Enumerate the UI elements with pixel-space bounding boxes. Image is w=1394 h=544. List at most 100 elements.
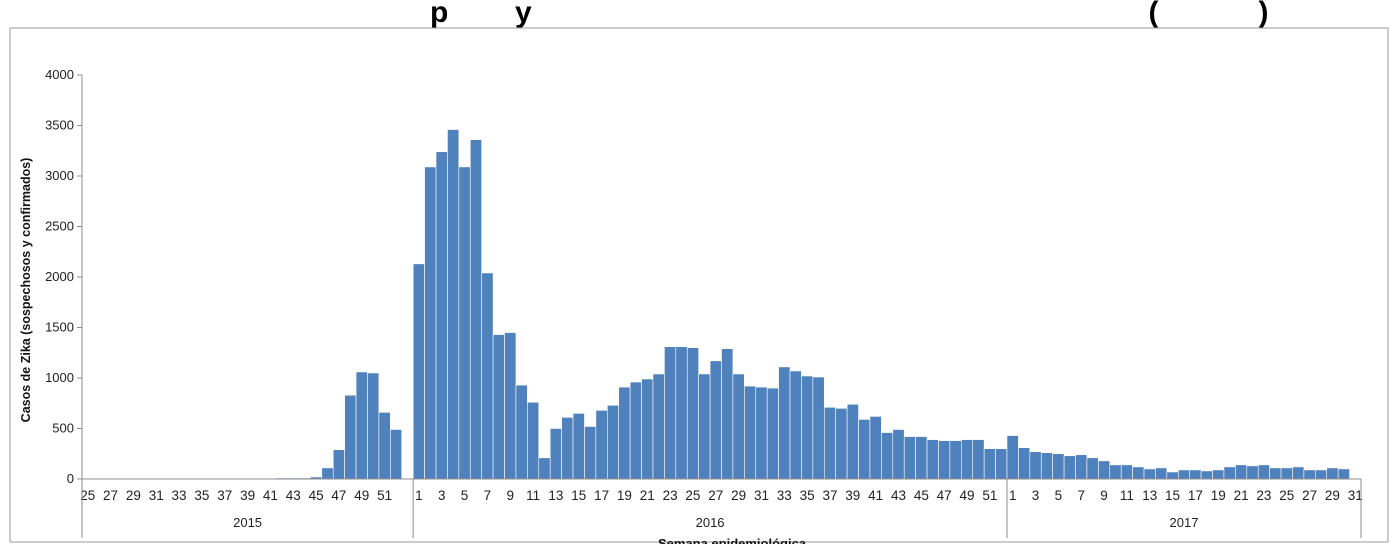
bar xyxy=(505,333,516,479)
bar xyxy=(459,167,470,479)
bar xyxy=(1144,469,1155,479)
bar xyxy=(1270,468,1281,479)
y-tick-label: 4000 xyxy=(45,67,74,82)
bar xyxy=(1327,468,1338,479)
bar xyxy=(801,376,812,479)
bar xyxy=(390,430,401,479)
x-tick-label: 45 xyxy=(309,488,324,503)
bar xyxy=(1304,470,1315,479)
bar xyxy=(345,395,356,479)
x-tick-label: 1 xyxy=(415,488,423,503)
year-label: 2015 xyxy=(233,515,262,530)
x-tick-label: 15 xyxy=(571,488,586,503)
y-tick-label: 2500 xyxy=(45,219,74,234)
bar xyxy=(1258,465,1269,479)
bar xyxy=(584,426,595,479)
y-tick-label: 3500 xyxy=(45,118,74,133)
bar xyxy=(744,386,755,479)
x-tick-label: 23 xyxy=(1256,488,1271,503)
bar xyxy=(447,130,458,479)
bar xyxy=(1030,452,1041,479)
bar xyxy=(1018,448,1029,479)
bar xyxy=(1087,458,1098,479)
x-tick-label: 3 xyxy=(438,488,446,503)
bar xyxy=(1235,465,1246,479)
x-tick-label: 25 xyxy=(685,488,700,503)
bar xyxy=(699,374,710,479)
bar xyxy=(756,387,767,479)
x-axis-label: Semana epidemiológica xyxy=(658,536,807,544)
bar xyxy=(722,349,733,479)
x-tick-label: 7 xyxy=(1077,488,1085,503)
x-tick-label: 27 xyxy=(1302,488,1317,503)
bar xyxy=(733,374,744,479)
x-tick-label: 35 xyxy=(800,488,815,503)
x-tick-label: 21 xyxy=(640,488,655,503)
bar xyxy=(1007,436,1018,479)
bar xyxy=(1178,470,1189,479)
bar xyxy=(630,382,641,479)
y-tick-label: 500 xyxy=(52,421,74,436)
x-tick-label: 47 xyxy=(331,488,346,503)
bar xyxy=(482,273,493,479)
bar xyxy=(813,377,824,479)
bar xyxy=(1292,467,1303,479)
bar xyxy=(687,348,698,479)
bar xyxy=(527,402,538,479)
x-tick-label: 21 xyxy=(1234,488,1249,503)
x-tick-label: 9 xyxy=(506,488,514,503)
x-tick-label: 13 xyxy=(1142,488,1157,503)
bar xyxy=(664,347,675,479)
bar xyxy=(1041,453,1052,479)
bar xyxy=(767,388,778,479)
bar xyxy=(870,416,881,479)
bar xyxy=(893,430,904,479)
x-tick-label: 27 xyxy=(708,488,723,503)
bar xyxy=(984,449,995,479)
y-axis: 05001000150020002500300035004000 xyxy=(45,67,82,486)
x-tick-label: 29 xyxy=(1325,488,1340,503)
bar xyxy=(550,429,561,480)
bar xyxy=(1064,456,1075,479)
x-axis: 25 27 29 31 33 35 37 39 41 43 45 47 49 51 1 3 5 7 9 11 13 15 1… xyxy=(80,479,1363,538)
x-tick-label: 15 xyxy=(1165,488,1180,503)
bar xyxy=(676,347,687,479)
x-tick-label: 33 xyxy=(777,488,792,503)
y-tick-label: 2000 xyxy=(45,269,74,284)
bar xyxy=(413,264,424,479)
y-axis-label: Casos de Zika (sospechosos y confirmados… xyxy=(19,158,33,423)
bar xyxy=(710,361,721,479)
bar xyxy=(379,412,390,479)
x-tick-label: 47 xyxy=(937,488,952,503)
bar xyxy=(1133,467,1144,479)
x-tick-label: 29 xyxy=(126,488,141,503)
bar xyxy=(619,387,630,479)
x-tick-label: 23 xyxy=(663,488,678,503)
bars xyxy=(276,130,1349,479)
bar xyxy=(1224,467,1235,479)
x-tick-label: 3 xyxy=(1032,488,1040,503)
x-tick-label: 9 xyxy=(1100,488,1108,503)
bar xyxy=(333,450,344,479)
bar xyxy=(1190,470,1201,479)
bar xyxy=(596,410,607,479)
bar xyxy=(961,440,972,479)
x-tick-label: 13 xyxy=(548,488,563,503)
bar xyxy=(1121,465,1132,479)
bar xyxy=(1167,472,1178,479)
x-tick-label: 7 xyxy=(484,488,492,503)
x-tick-label: 37 xyxy=(217,488,232,503)
bar xyxy=(1076,455,1087,479)
bar xyxy=(996,449,1007,479)
bar xyxy=(1338,469,1349,479)
bar xyxy=(824,407,835,479)
bar xyxy=(470,140,481,479)
bar xyxy=(1053,454,1064,479)
bar xyxy=(607,405,618,479)
x-tick-label: 25 xyxy=(1279,488,1294,503)
x-tick-label: 11 xyxy=(1120,488,1134,503)
bar xyxy=(539,458,550,479)
x-tick-label: 39 xyxy=(240,488,255,503)
bar xyxy=(573,413,584,479)
